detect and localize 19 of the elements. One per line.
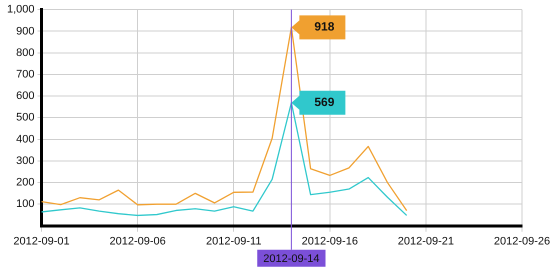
x-tick-label: 2012-09-01 [13,235,70,248]
annotation: 569 [314,95,335,110]
ref-line-label: 2012-09-14 [263,252,320,265]
x-tick-label: 2012-09-06 [109,235,166,248]
x-tick-label: 2012-09-16 [302,235,358,248]
y-tick-label: 500 [16,112,35,124]
annotation: 918 [314,20,335,34]
y-tick-label: 800 [16,46,35,59]
y-tick-label: 100 [16,198,35,210]
x-tick-label: 2012-09-11 [206,235,262,248]
y-tick-label: 700 [16,68,35,80]
y-tick-label: 1,000 [6,4,35,16]
x-tick-label: 2012-09-26 [494,235,550,248]
y-tick-label: 900 [16,25,35,38]
y-tick-label: 200 [16,176,35,189]
y-tick-label: 600 [16,90,35,102]
y-tick-label: 300 [16,154,35,167]
x-tick-label: 2012-09-21 [398,235,454,248]
y-tick-label: 400 [16,133,35,146]
